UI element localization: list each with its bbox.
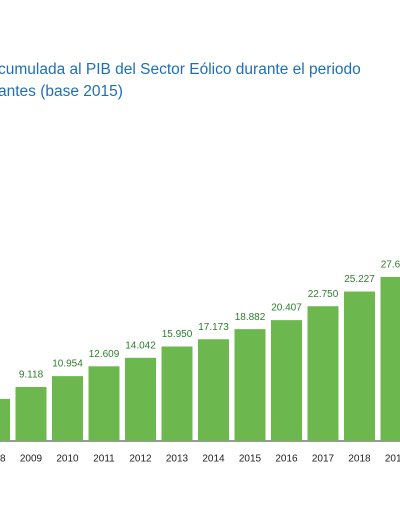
- value-label: 27.683: [381, 260, 400, 271]
- value-label: 22.750: [308, 289, 339, 300]
- bar: [15, 386, 47, 441]
- bar: [52, 376, 83, 441]
- bar: [0, 398, 10, 441]
- bar: [125, 357, 156, 441]
- x-tick-label: 2010: [56, 454, 79, 465]
- value-label: 20.407: [271, 303, 302, 314]
- value-label: 14.042: [125, 340, 156, 351]
- value-label: 9.118: [19, 370, 44, 381]
- value-label: 25.227: [344, 274, 375, 285]
- bar: [307, 306, 339, 441]
- bar: [234, 329, 266, 441]
- value-label: 18.882: [235, 312, 266, 323]
- value-label: 15.950: [162, 329, 193, 340]
- x-tick-label: 2018: [348, 454, 371, 465]
- x-tick-label: 2013: [166, 454, 189, 465]
- x-tick-label: 2011: [93, 454, 115, 465]
- bar: [344, 291, 375, 441]
- x-tick-label: 2015: [239, 454, 262, 465]
- value-label: 17.173: [198, 322, 229, 333]
- bar: [198, 339, 229, 441]
- x-tick-label: 2017: [312, 454, 335, 465]
- chart-title-line: cumulada al PIB del Sector Eólico durant…: [0, 61, 361, 78]
- bar: [161, 346, 193, 441]
- x-tick-label: 2008: [0, 454, 6, 465]
- x-tick-label: 2014: [202, 454, 225, 465]
- x-tick-label: 2009: [20, 454, 43, 465]
- x-tick-label: 2012: [129, 454, 152, 465]
- value-label: 12.609: [89, 349, 120, 360]
- bar: [380, 277, 400, 441]
- x-tick-label: 2019: [385, 454, 400, 465]
- bar: [271, 320, 302, 441]
- value-label: 10.954: [52, 359, 83, 370]
- x-tick-label: 2016: [275, 454, 298, 465]
- bar: [88, 366, 120, 441]
- chart-title-line: antes (base 2015): [0, 83, 123, 100]
